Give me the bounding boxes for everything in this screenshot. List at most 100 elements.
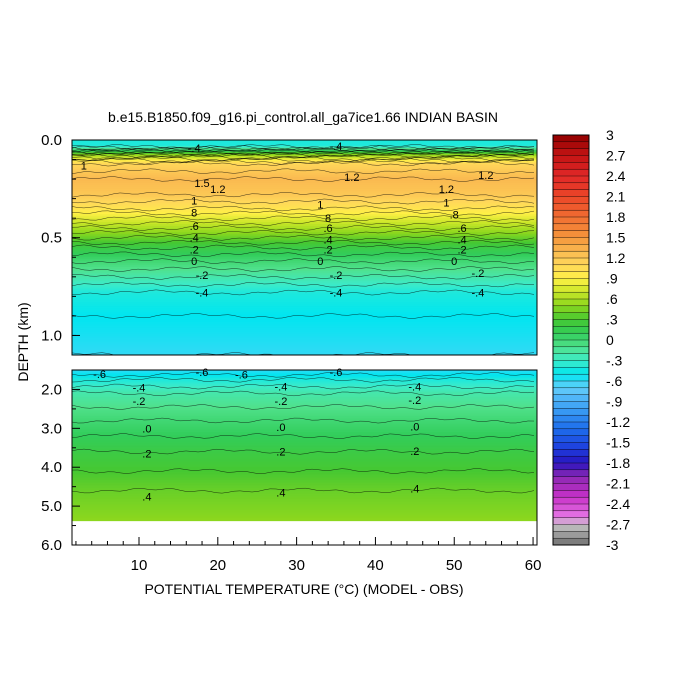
colorbar-swatch xyxy=(552,449,590,457)
colorbar-label: 2.1 xyxy=(606,189,626,205)
colorbar-swatch xyxy=(552,326,590,334)
color-band xyxy=(72,506,537,510)
colorbar-swatch xyxy=(552,408,590,416)
colorbar-label: .9 xyxy=(606,271,618,287)
color-band xyxy=(72,167,537,170)
colorbar-label: -.6 xyxy=(606,373,623,389)
color-band xyxy=(72,224,537,227)
color-band xyxy=(72,235,537,239)
color-band xyxy=(72,143,537,147)
color-band xyxy=(72,323,537,327)
y-tick-label: 0.0 xyxy=(41,132,62,149)
contour-labels: -.4 -.411.2 1.21.5 1.2 1.21 1 18 8.8.6.6.6.4.4.… xyxy=(81,141,494,504)
contour-line xyxy=(72,289,535,296)
colorbar-swatch xyxy=(552,257,590,266)
contour-label: 1.2 xyxy=(478,170,493,182)
color-band xyxy=(72,159,537,163)
color-band xyxy=(72,269,537,272)
color-band xyxy=(72,525,537,529)
color-band xyxy=(72,261,537,264)
colorbar-swatch xyxy=(552,490,590,498)
color-band xyxy=(72,406,537,409)
color-band xyxy=(72,435,537,438)
colorbar-swatch xyxy=(552,442,590,450)
upper-plot-frame xyxy=(71,139,538,356)
colorbar-swatch xyxy=(552,203,590,211)
color-band xyxy=(72,249,537,252)
colorbar-swatch xyxy=(552,503,590,512)
color-band xyxy=(72,522,537,525)
colorbar-swatch xyxy=(552,435,590,444)
contour-label: .4 xyxy=(324,235,333,247)
colorbar-label: 2.4 xyxy=(606,168,626,184)
color-band xyxy=(72,149,537,153)
colorbar-swatch xyxy=(552,387,590,396)
color-band xyxy=(72,405,537,408)
color-band xyxy=(72,263,537,266)
color-band xyxy=(72,436,537,440)
colorbar-swatch xyxy=(552,216,590,225)
upper-color-bands xyxy=(72,140,537,355)
color-band xyxy=(72,298,537,301)
color-band xyxy=(72,395,537,398)
colorbar-swatch xyxy=(552,312,590,321)
colorbar-swatch xyxy=(552,285,590,293)
color-band xyxy=(72,345,537,348)
color-band xyxy=(72,465,537,468)
y-tick-label: 2.0 xyxy=(41,381,62,398)
contour-line xyxy=(72,225,535,231)
color-band xyxy=(72,471,537,475)
colorbar-swatch xyxy=(552,339,590,348)
contour-label: .2 xyxy=(410,446,419,458)
color-band xyxy=(72,502,537,505)
contour-label: -.6 xyxy=(235,370,248,382)
color-band xyxy=(72,479,537,482)
colorbar-swatch xyxy=(552,421,590,430)
contour-label: -.2 xyxy=(408,395,421,407)
colorbar-swatch xyxy=(552,483,590,491)
color-band xyxy=(72,511,537,514)
color-band xyxy=(72,227,537,231)
color-band xyxy=(72,478,537,481)
colorbar-label: 2.7 xyxy=(606,148,626,164)
color-band xyxy=(72,420,537,424)
color-band xyxy=(72,335,537,338)
colorbar-swatch xyxy=(552,305,590,314)
colorbar-swatch xyxy=(552,141,590,150)
color-band xyxy=(72,424,537,427)
contour-label: 1.2 xyxy=(439,184,454,196)
contour-label: .6 xyxy=(324,223,333,235)
color-band xyxy=(72,374,537,377)
color-band xyxy=(72,306,537,309)
contour-label: .4 xyxy=(410,484,419,496)
contour-label: -.4 xyxy=(471,288,484,300)
color-band xyxy=(72,259,537,262)
color-band xyxy=(72,181,537,184)
color-band xyxy=(72,541,537,545)
contour-label: 1 xyxy=(443,198,449,210)
color-band xyxy=(72,265,537,268)
contour-label: .0 xyxy=(410,421,419,433)
contour-line xyxy=(72,198,535,205)
contour-label: 1.2 xyxy=(210,184,225,196)
contour-line xyxy=(72,468,535,474)
color-band xyxy=(72,513,537,516)
color-band xyxy=(72,470,537,473)
color-band xyxy=(72,140,537,143)
color-band xyxy=(72,343,537,346)
contour-label: 0 xyxy=(451,256,457,268)
color-band xyxy=(72,198,537,202)
contour-line xyxy=(72,274,535,280)
contour-label: 0 xyxy=(317,256,323,268)
colorbar-swatch xyxy=(552,271,590,280)
contour-label: .4 xyxy=(458,235,467,247)
color-band xyxy=(72,497,537,500)
contour-line xyxy=(72,215,535,221)
color-band xyxy=(72,416,537,419)
color-band xyxy=(72,347,537,350)
color-band xyxy=(72,398,537,401)
color-band xyxy=(72,233,537,237)
contour-label: 8 xyxy=(325,213,331,225)
color-band xyxy=(72,392,537,395)
color-band xyxy=(72,284,537,288)
